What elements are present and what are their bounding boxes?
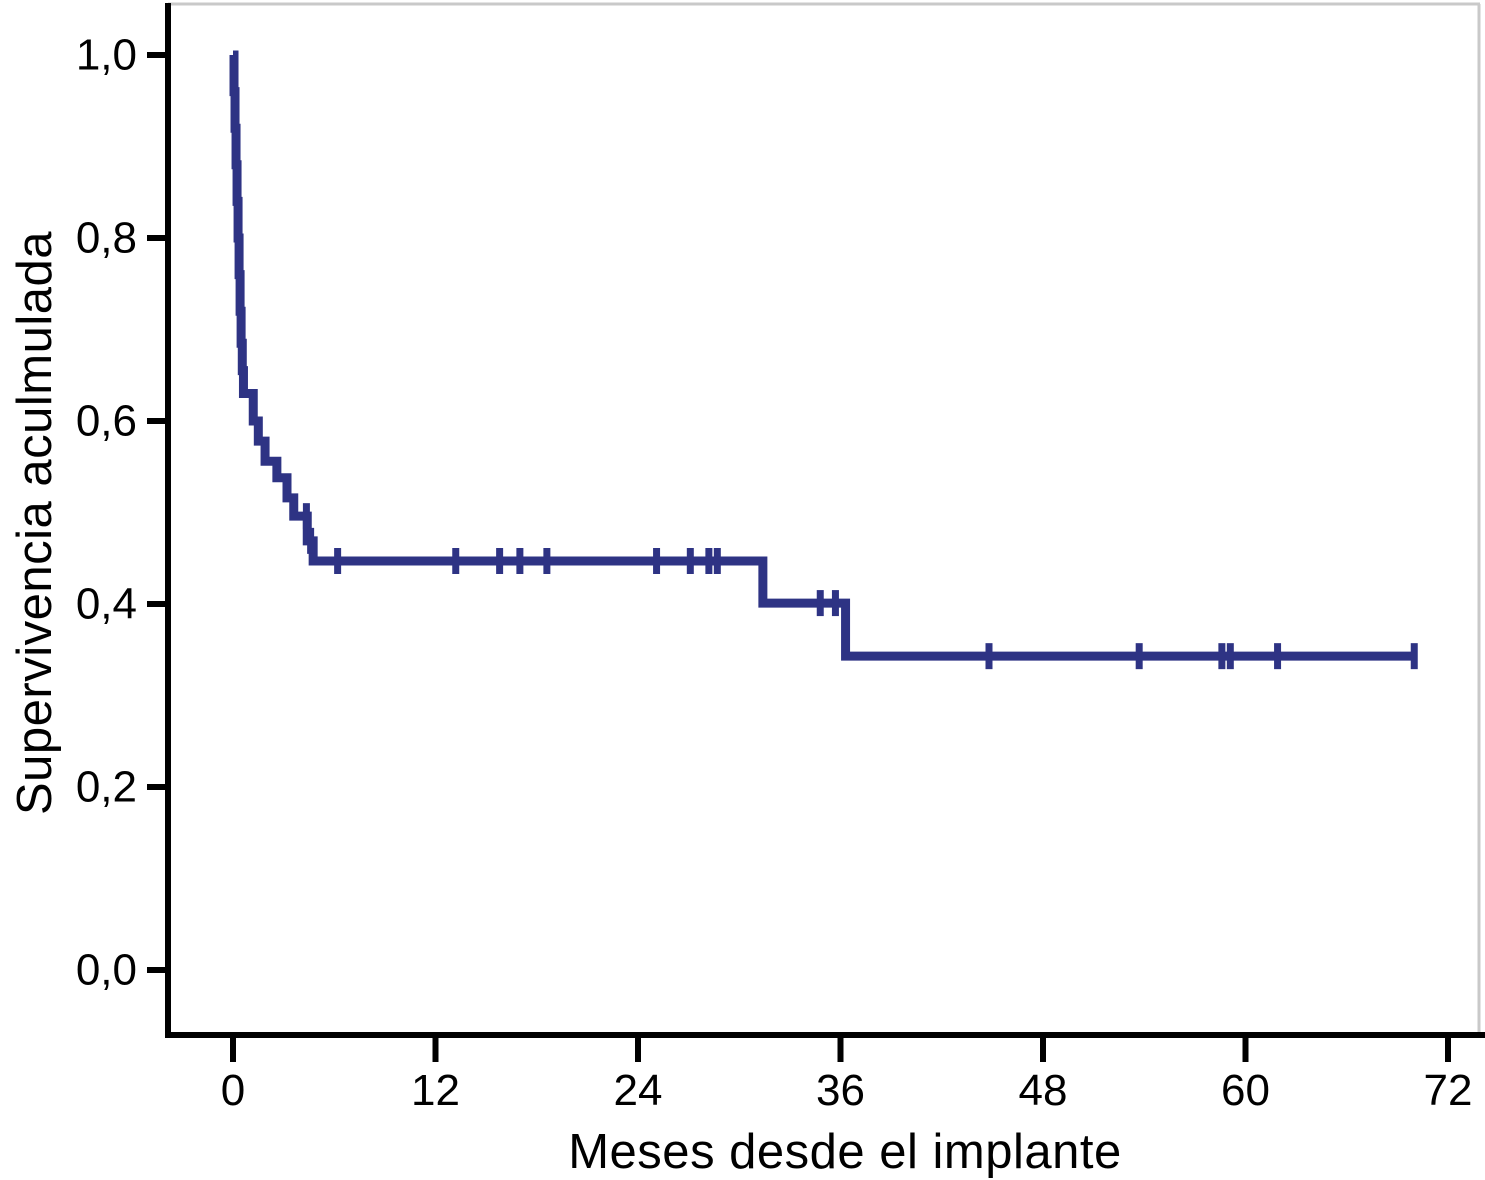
y-tick-label: 0,0 (76, 946, 137, 995)
x-tick-label: 24 (614, 1066, 663, 1115)
x-tick-label: 12 (411, 1066, 460, 1115)
y-axis-title: Supervivencia aculmulada (8, 231, 62, 815)
y-tick-label: 0,6 (76, 397, 137, 446)
y-tick-label: 1,0 (76, 31, 137, 80)
y-tick-label: 0,4 (76, 580, 137, 629)
x-tick-label: 0 (221, 1066, 245, 1115)
x-tick-label: 72 (1424, 1066, 1473, 1115)
x-tick-label: 60 (1221, 1066, 1270, 1115)
x-tick-label: 36 (816, 1066, 865, 1115)
x-tick-label: 48 (1019, 1066, 1068, 1115)
y-tick-label: 0,2 (76, 763, 137, 812)
x-axis-title: Meses desde el implante (568, 1125, 1122, 1179)
y-tick-label: 0,8 (76, 214, 137, 263)
survival-curve (229, 50, 1415, 661)
